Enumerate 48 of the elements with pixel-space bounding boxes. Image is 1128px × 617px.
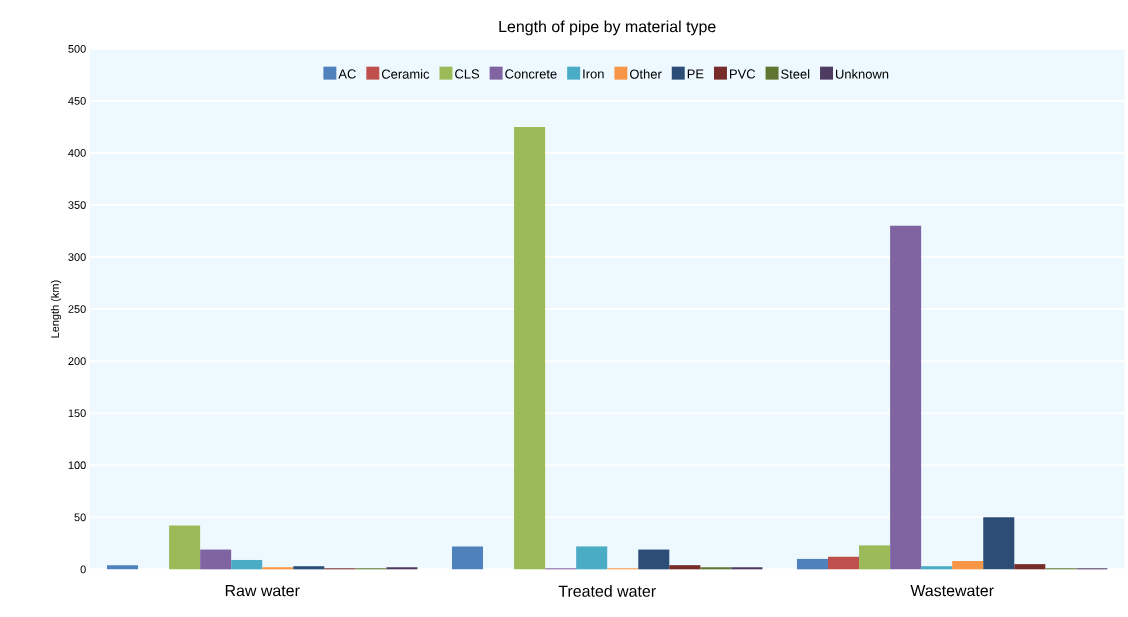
bar <box>890 225 922 570</box>
legend-label: Ceramic <box>381 69 430 79</box>
x-tick-label: Raw water <box>225 584 300 597</box>
y-tick-label: 100 <box>68 461 86 470</box>
y-tick-label: 0 <box>80 565 86 574</box>
bar <box>731 567 763 570</box>
y-tick-label: 150 <box>68 409 86 417</box>
bar <box>200 549 232 570</box>
bar <box>576 546 608 570</box>
x-tick-label: Wastewater <box>910 584 994 597</box>
bar <box>262 567 294 570</box>
bar <box>700 567 732 570</box>
bar <box>828 556 860 570</box>
y-tick-label: 350 <box>68 201 86 209</box>
bar <box>952 560 984 570</box>
y-tick-label: 300 <box>68 253 86 261</box>
bar <box>859 545 891 570</box>
bar <box>638 549 670 570</box>
legend-label: PVC <box>730 69 756 79</box>
legend-label: Other <box>629 69 662 79</box>
y-axis-title: Length (km) <box>50 280 62 338</box>
bar <box>169 525 201 570</box>
legend-label: PE <box>687 69 704 79</box>
legend-label: Steel <box>781 69 810 79</box>
bar <box>983 517 1015 570</box>
bar <box>921 566 953 570</box>
y-tick-label: 250 <box>68 305 86 313</box>
y-tick-label: 50 <box>74 513 86 522</box>
legend-label: Unknown <box>835 69 889 79</box>
legend-label: Iron <box>583 69 604 79</box>
bar <box>796 558 828 570</box>
y-tick-label: 400 <box>68 148 86 157</box>
bar <box>514 126 546 570</box>
bar <box>669 565 701 570</box>
y-tick-label: 500 <box>68 44 86 53</box>
legend-label: AC <box>338 69 356 79</box>
bar <box>386 567 418 570</box>
bar <box>451 546 484 570</box>
y-tick-label: 200 <box>68 357 86 365</box>
x-tick-label: Treated water <box>558 584 656 597</box>
y-tick-label: 450 <box>68 96 86 105</box>
chart-title: Length of pipe by material type <box>499 20 716 36</box>
legend-label: Concrete <box>505 69 557 79</box>
bar <box>293 566 325 570</box>
bar <box>106 565 139 570</box>
legend-label: CLS <box>455 69 480 79</box>
bar <box>231 559 263 570</box>
bar <box>1014 564 1046 570</box>
